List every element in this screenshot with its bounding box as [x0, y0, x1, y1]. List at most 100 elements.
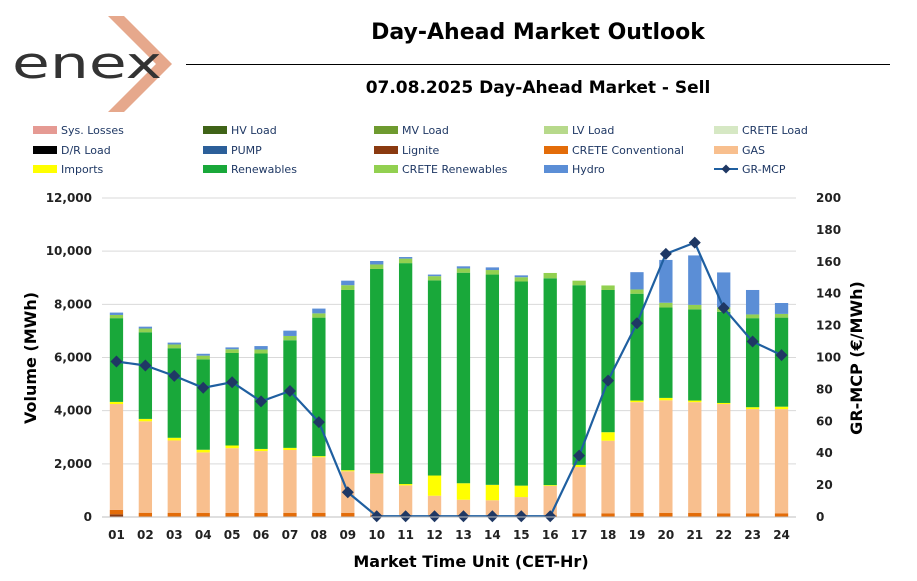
bar-crete-conventional-08 — [312, 512, 326, 517]
x-axis-title: Market Time Unit (CET-Hr) — [353, 552, 588, 571]
bar-imports-24 — [774, 406, 789, 410]
gr-mcp-point-11 — [399, 510, 412, 523]
gr-mcp-line — [116, 241, 783, 518]
bar-crete-renewables-05 — [225, 349, 239, 353]
bar-gas-17 — [572, 467, 586, 514]
gr-mcp-point-18 — [602, 374, 615, 387]
gr-mcp-point-07 — [283, 384, 296, 397]
bar-renewables-18 — [601, 289, 615, 433]
bar-gas-03 — [167, 440, 181, 513]
bar-gas-07 — [283, 450, 297, 514]
gr-mcp-point-10 — [370, 510, 383, 523]
bar-imports-09 — [341, 470, 355, 472]
bar-imports-19 — [630, 400, 644, 403]
x-tick-label: 04 — [195, 528, 212, 542]
bar-hydro-12 — [427, 274, 442, 277]
x-tick-label: 11 — [397, 528, 414, 542]
bar-crete-conventional-17 — [572, 513, 586, 517]
bar-crete-conventional-03 — [167, 512, 181, 517]
y-tick-label: 10,000 — [46, 244, 92, 258]
bar-crete-conventional-20 — [659, 513, 673, 517]
legend-swatch-crete-load — [714, 126, 738, 134]
bar-imports-12 — [427, 475, 442, 496]
bar-renewables-23 — [745, 318, 760, 408]
x-tick-label: 24 — [773, 528, 790, 542]
bar-renewables-24 — [774, 317, 789, 407]
bar-gas-04 — [196, 452, 210, 514]
gr-mcp-point-23 — [746, 335, 759, 348]
bar-renewables-03 — [167, 348, 181, 438]
x-tick-label: 17 — [571, 528, 588, 542]
bar-gas-12 — [427, 495, 442, 516]
bar-imports-14 — [485, 484, 500, 501]
bar-hydro-21 — [688, 255, 702, 305]
bar-renewables-13 — [456, 272, 471, 484]
bar-imports-05 — [225, 445, 239, 449]
y2-axis-title: GR-MCP (€/MWh) — [847, 281, 866, 435]
bar-hydro-04 — [196, 353, 210, 356]
x-tick-label: 13 — [455, 528, 472, 542]
bar-renewables-20 — [659, 307, 673, 398]
x-tick-label: 09 — [339, 528, 356, 542]
x-tick-label: 03 — [166, 528, 183, 542]
bar-hydro-11 — [398, 257, 413, 259]
legend-label-lignite: Lignite — [402, 144, 440, 157]
gr-mcp-point-14 — [486, 510, 499, 523]
gr-mcp-point-13 — [457, 510, 470, 523]
x-tick-label: 05 — [224, 528, 241, 542]
bar-imports-13 — [456, 483, 471, 500]
legend-label-crete-renewables: CRETE Renewables — [402, 163, 508, 176]
bar-crete-renewables-13 — [456, 268, 471, 273]
gr-mcp-line-series — [110, 236, 788, 523]
bar-crete-conventional-01 — [109, 509, 124, 515]
bar-gas-20 — [659, 400, 673, 514]
bar-renewables-10 — [370, 268, 384, 474]
bar-crete-conventional-06 — [254, 513, 268, 517]
legend-label-pump: PUMP — [231, 144, 262, 157]
legend-swatch-mv-load — [374, 126, 398, 134]
bar-crete-renewables-11 — [398, 258, 413, 264]
x-tick-label: 10 — [368, 528, 385, 542]
x-tick-label: 02 — [137, 528, 154, 542]
legend-swatch-crete-conventional — [544, 146, 568, 154]
bar-crete-renewables-01 — [109, 314, 124, 319]
bar-hydro-14 — [485, 267, 500, 271]
bar-gas-06 — [254, 451, 268, 514]
chart-axes: 02,0004,0006,0008,00010,00012,0000204060… — [46, 191, 841, 542]
x-tick-label: 22 — [715, 528, 732, 542]
bar-crete-conventional-21 — [688, 513, 702, 517]
enex-logo: enex — [12, 14, 172, 114]
y-tick-label: 12,000 — [46, 191, 92, 205]
bar-imports-20 — [659, 397, 673, 401]
bar-imports-06 — [254, 448, 268, 452]
bar-crete-renewables-24 — [774, 313, 789, 318]
x-tick-label: 08 — [311, 528, 328, 542]
bar-crete-conventional-09 — [341, 513, 355, 517]
y2-tick-label: 40 — [816, 446, 833, 460]
gr-mcp-point-08 — [312, 416, 325, 429]
bar-crete-renewables-04 — [196, 355, 210, 360]
gr-mcp-point-21 — [688, 236, 701, 249]
y2-tick-label: 100 — [816, 351, 841, 365]
chart-subtitle: 07.08.2025 Day-Ahead Market - Sell — [365, 78, 711, 98]
legend-label-d-r-load: D/R Load — [61, 144, 111, 157]
x-tick-label: 06 — [253, 528, 270, 542]
y2-tick-label: 20 — [816, 478, 833, 492]
bar-crete-renewables-20 — [659, 302, 673, 308]
bar-gas-05 — [225, 448, 239, 514]
bar-hydro-09 — [341, 280, 355, 286]
legend-swatch-lignite — [374, 146, 398, 154]
bar-crete-renewables-15 — [514, 277, 528, 282]
bar-crete-renewables-21 — [688, 304, 702, 310]
bar-renewables-17 — [572, 285, 586, 465]
stacked-bars — [109, 255, 789, 517]
legend-swatch-imports — [33, 165, 57, 173]
bar-gas-11 — [398, 485, 413, 516]
legend-swatch-lv-load — [544, 126, 568, 134]
bar-hydro-10 — [370, 261, 384, 265]
gr-mcp-point-20 — [659, 247, 672, 260]
bar-hydro-01 — [109, 312, 124, 315]
x-tick-label: 14 — [484, 528, 501, 542]
bar-crete-conventional-05 — [225, 513, 239, 517]
bar-hydro-03 — [167, 342, 181, 345]
